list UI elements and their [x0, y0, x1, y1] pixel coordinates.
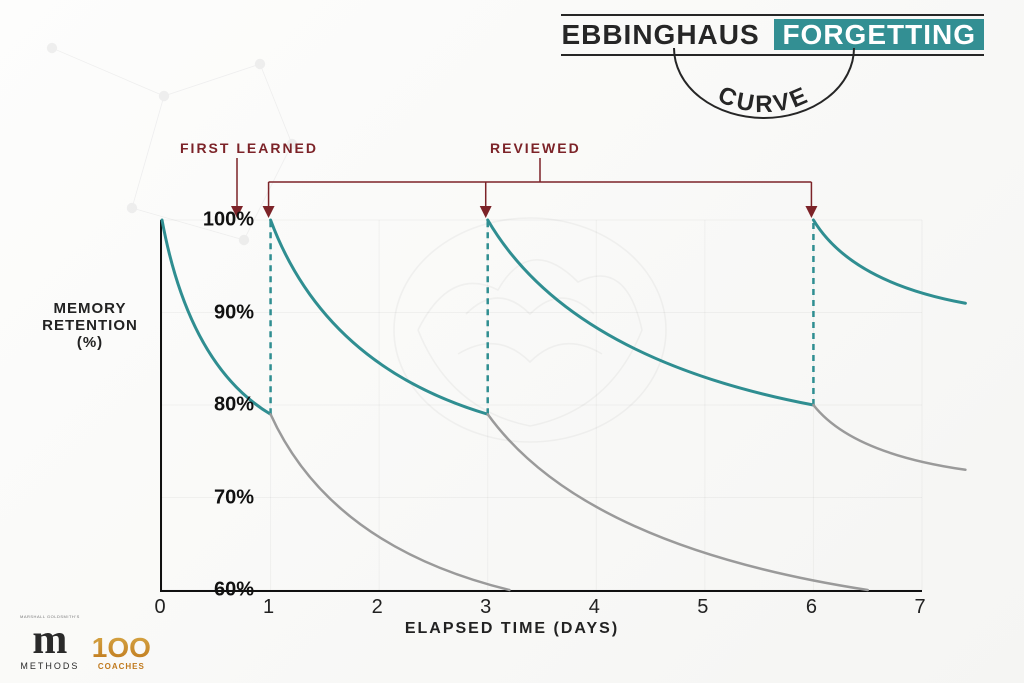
x-tick: 0 — [154, 596, 165, 619]
x-tick: 4 — [589, 596, 600, 619]
y-tick: 90% — [214, 301, 254, 324]
logo-100-icon: 1OO — [92, 634, 151, 662]
curve-3 — [813, 220, 965, 303]
title-curve-arc: CURVE — [654, 46, 874, 126]
brand-logo: MARSHALL GOLDSMITH'S m METHODS 1OO COACH… — [20, 614, 151, 671]
y-tick: 70% — [214, 486, 254, 509]
curve-0-cont — [271, 414, 510, 590]
curve-1-cont — [488, 414, 868, 590]
logo-m-icon: m — [20, 619, 80, 661]
x-tick: 2 — [372, 596, 383, 619]
annotation-reviewed: REVIEWED — [490, 140, 581, 156]
x-tick: 7 — [914, 596, 925, 619]
x-tick: 3 — [480, 596, 491, 619]
y-tick: 80% — [214, 394, 254, 417]
x-tick: 6 — [806, 596, 817, 619]
y-axis-label: MEMORY RETENTION (%) — [30, 300, 150, 351]
curve-2-cont — [813, 405, 965, 470]
y-tick: 60% — [214, 579, 254, 602]
x-tick: 5 — [697, 596, 708, 619]
y-tick: 100% — [203, 209, 254, 232]
x-tick: 1 — [263, 596, 274, 619]
annotation-first-learned: FIRST LEARNED — [180, 140, 318, 156]
forgetting-curve-chart — [160, 220, 922, 592]
x-axis-label: ELAPSED TIME (DAYS) — [0, 620, 1024, 638]
